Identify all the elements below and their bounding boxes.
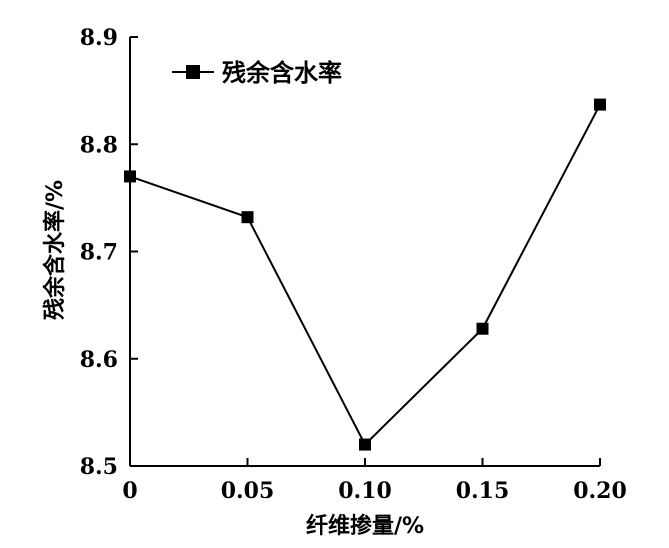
x-tick-label: 0.15 (456, 478, 510, 504)
y-tick-label: 8.7 (80, 240, 118, 266)
legend: 残余含水率 (172, 59, 342, 87)
y-tick-label: 8.9 (80, 25, 118, 51)
data-point-marker (359, 438, 371, 451)
x-tick-label: 0.05 (221, 478, 275, 504)
x-axis-ticks: 0 0.05 0.10 0.15 0.20 (122, 458, 627, 504)
data-point-marker (476, 322, 489, 335)
series-line (129, 104, 601, 447)
y-axis-title: 残余含水率/% (42, 180, 68, 320)
y-axis-ticks: 8.5 8.6 8.7 8.8 8.9 (80, 25, 138, 480)
data-point-marker (124, 170, 136, 183)
legend-marker (186, 65, 200, 79)
x-tick-label: 0.10 (338, 478, 392, 504)
y-tick-label: 8.8 (80, 132, 118, 158)
data-point-marker (594, 98, 606, 111)
x-tick-label: 0 (122, 478, 137, 504)
data-point-marker (241, 211, 254, 224)
axes (129, 37, 600, 467)
x-tick-label: 0.20 (573, 478, 627, 504)
legend-label: 残余含水率 (222, 59, 342, 87)
y-tick-label: 8.5 (80, 454, 118, 480)
y-tick-label: 8.6 (80, 347, 118, 373)
series-group (124, 98, 606, 451)
x-axis-title: 纤维掺量/% (306, 513, 424, 539)
